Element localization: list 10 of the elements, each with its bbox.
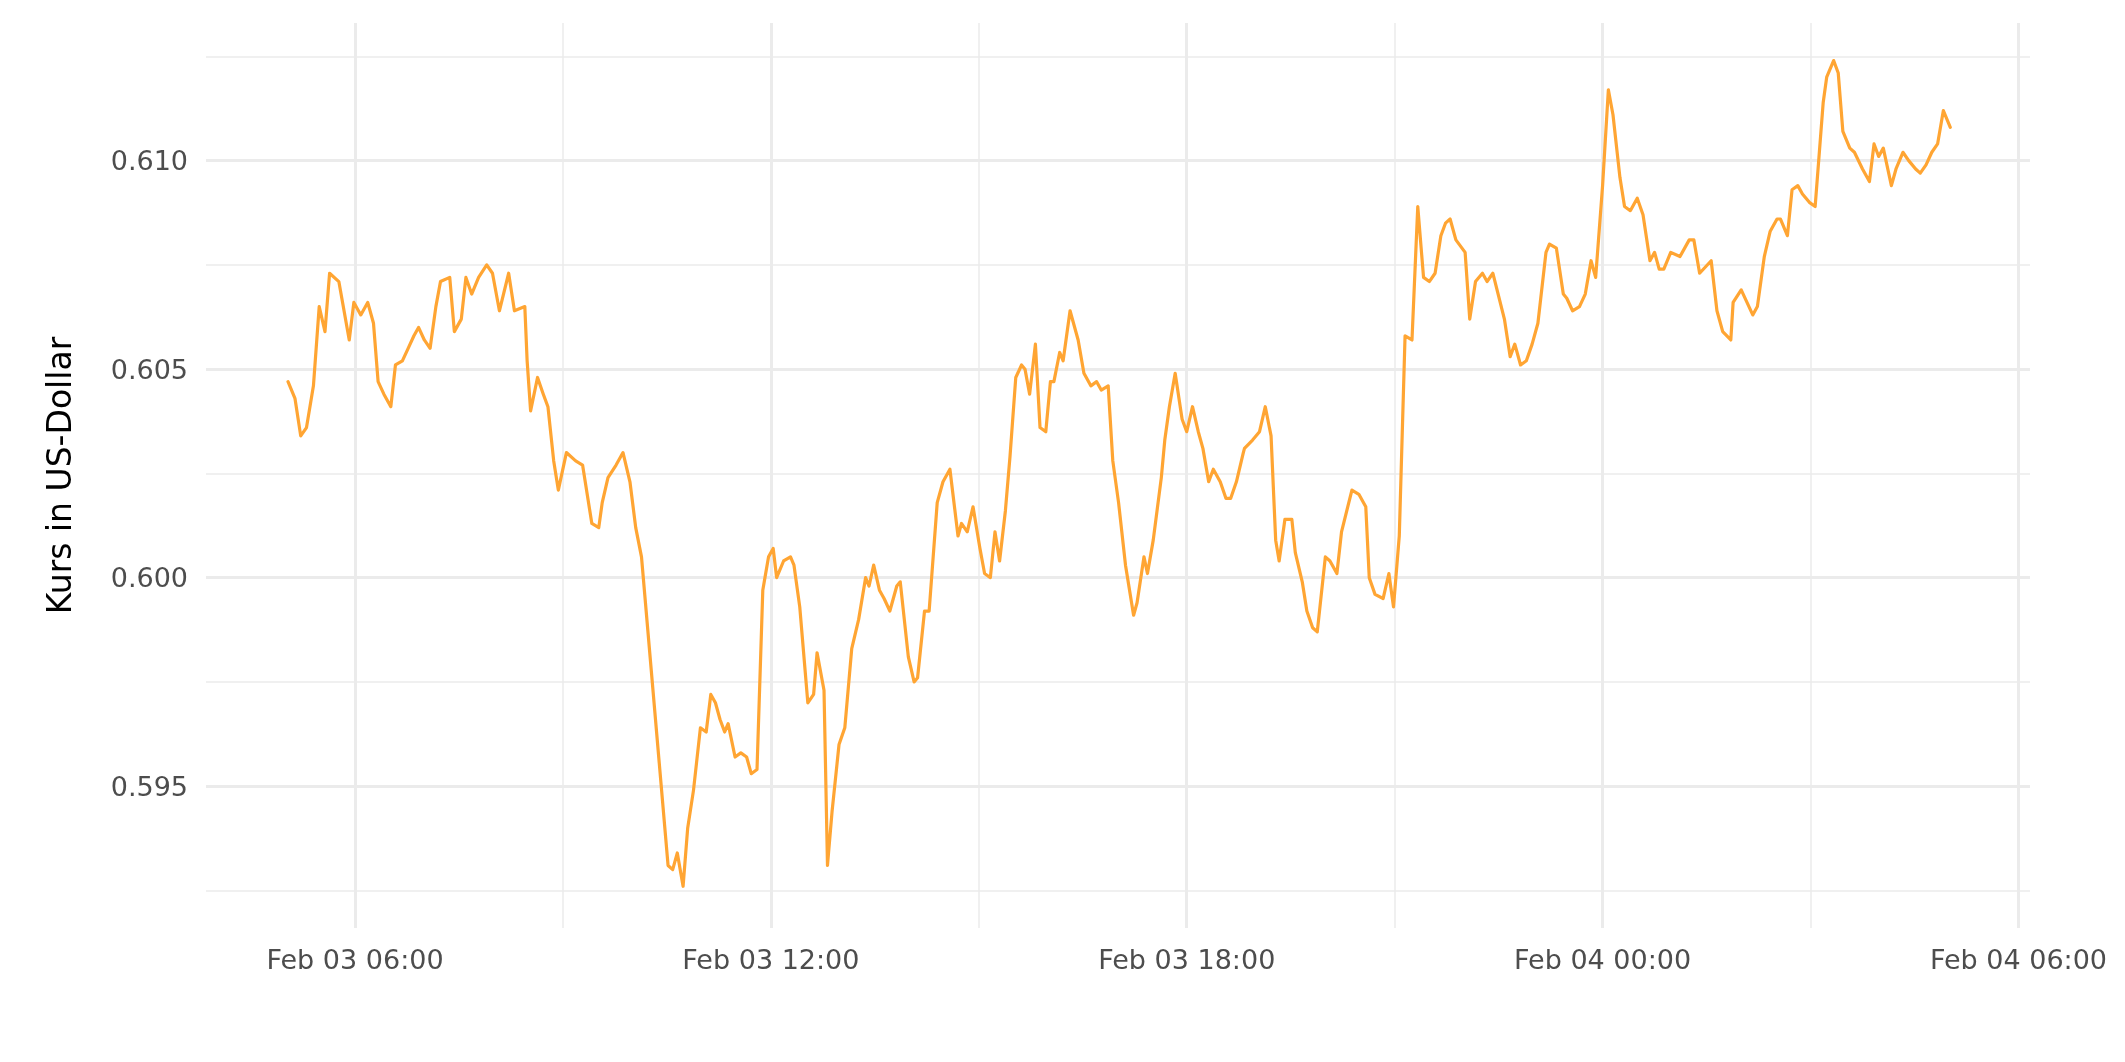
y-tick-label: 0.595 [110, 770, 188, 802]
x-tick-label: Feb 04 06:00 [1929, 944, 2108, 975]
y-tick-label: 0.600 [110, 562, 188, 594]
x-tick-label: Feb 03 12:00 [682, 944, 860, 975]
y-tick-label: 0.610 [110, 145, 188, 177]
y-tick-label: 0.605 [110, 353, 188, 385]
x-tick-label: Feb 03 06:00 [266, 944, 444, 975]
x-tick-label: Feb 04 00:00 [1514, 944, 1692, 975]
x-tick-label: Feb 03 18:00 [1098, 944, 1276, 975]
y-axis-title: Kurs in US-Dollar [40, 336, 79, 615]
